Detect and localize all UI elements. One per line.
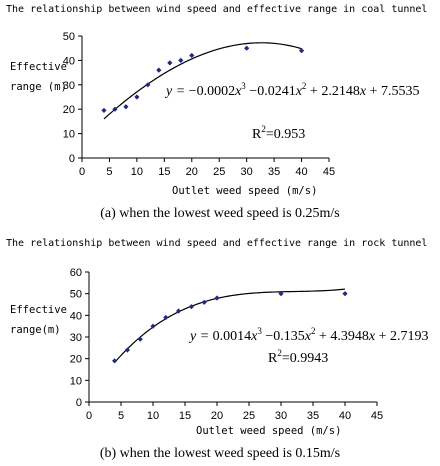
data-point [167,60,173,66]
figure-caption: (a) when the lowest weed speed is 0.25m/… [100,206,340,221]
x-tick-label: 5 [118,410,124,422]
data-point [124,347,130,353]
eq-c3: −0.0002 [189,84,235,99]
data-point [134,94,140,100]
eq-c1: + 2.2148 [310,84,360,99]
trendline [103,42,302,120]
eq-lhs: y = [188,329,213,344]
x-tick-label: 35 [307,410,319,422]
y-tick-label: 0 [76,397,82,409]
y-tick-label: 20 [63,104,75,116]
axes [78,35,330,162]
y-tick-label: 50 [63,31,75,43]
data-point [156,67,162,73]
y-axis-label: Effective range (m) [10,57,67,97]
data-point [298,48,305,54]
y-tick-label: 30 [70,332,82,344]
trendline-curve [103,42,302,120]
eq-c0: + 7.5535 [370,84,420,99]
x-tick-label: 40 [295,166,307,178]
data-point [112,358,118,364]
chart-title: The relationship between wind speed and … [6,238,428,249]
r-squared: R2=0.9943 [268,348,328,366]
x-tick-label: 35 [268,166,280,178]
eq-c1: + 4.3948 [319,329,369,344]
x-tick-label: 5 [106,166,112,178]
x-tick-label: 45 [323,166,335,178]
data-point [189,52,195,59]
chart-panel-rock: The relationship between wind speed and … [0,234,440,466]
y-tick-label: 40 [70,310,82,322]
data-point [176,308,182,314]
chart-plot: 0 10 20 30 40 50 0 5 10 15 20 25 30 35 40 45 y = −0.000… [63,31,420,178]
chart-plot: 0 10 20 30 40 50 60 0 5 10 15 20 25 30 35 40 45 y = 0.00… [70,267,429,422]
y-axis-label-line: Effective [10,304,67,316]
data-points [101,45,305,114]
data-point [145,82,151,88]
data-point [101,107,107,114]
x-tick-label: 25 [243,410,255,422]
eq-c2: −0.135 [265,329,304,344]
x-tick-label: 10 [131,166,143,178]
x-tick-label: 15 [158,166,170,178]
x-tick-label: 15 [179,410,191,422]
data-point [244,45,250,51]
y-tick-label: 30 [63,80,75,92]
x-axis-label: Outlet weed speed (m/s) [196,425,342,437]
x-axis-label: Outlet weed speed (m/s) [172,185,318,197]
data-point [201,299,207,305]
data-point [188,304,194,310]
x-tick-label: 10 [147,410,159,422]
data-point [112,106,118,112]
x-tick-label: 25 [213,166,225,178]
trend-equation: y = −0.0002x3 −0.0241x2 + 2.2148x + 7.55… [164,81,419,99]
axes [85,271,378,406]
y-axis-label: Effective range(m) [10,300,67,340]
data-point [342,291,348,297]
chart-panel-coal: The relationship between wind speed and … [0,0,440,228]
y-tick-label: 40 [63,55,75,67]
x-tick-label: 40 [339,410,351,422]
x-tick-label: 45 [371,410,383,422]
y-tick-label: 10 [70,375,82,387]
y-tick-label: 10 [63,129,75,141]
x-tick-label: 30 [241,166,253,178]
eq-lhs: y = [164,84,189,99]
eq-c0: + 2.7193 [379,329,429,344]
x-tick-label: 0 [79,166,85,178]
y-tick-label: 60 [70,267,82,279]
x-tick-label: 20 [186,166,198,178]
data-point [214,295,220,301]
data-point [123,104,129,110]
x-tick-label: 0 [86,410,92,422]
eq-c3: 0.0014 [213,329,252,344]
figure-caption: (b) when the lowest weed speed is 0.15m/… [99,446,341,461]
y-axis-label-line: Effective [10,61,67,73]
tick-labels: 0 10 20 30 40 50 0 5 10 15 20 25 30 35 40 45 [63,31,335,178]
y-tick-label: 20 [70,354,82,366]
y-tick-label: 0 [69,153,75,165]
tick-labels: 0 10 20 30 40 50 60 0 5 10 15 20 25 30 35 40 45 [70,267,383,422]
data-point [178,57,184,63]
x-tick-label: 30 [275,410,287,422]
r-squared: R2=0.953 [252,124,305,142]
y-axis-label-line: range(m) [10,324,61,336]
chart-title: The relationship between wind speed and … [6,4,428,15]
data-point [137,336,143,342]
y-axis-label-line: range (m) [10,81,67,93]
trend-equation: y = 0.0014x3 −0.135x2 + 4.3948x + 2.7193 [188,326,429,344]
data-point [163,314,169,321]
x-tick-label: 20 [211,410,223,422]
y-tick-label: 50 [70,289,82,301]
eq-c2: −0.0241 [249,84,295,99]
